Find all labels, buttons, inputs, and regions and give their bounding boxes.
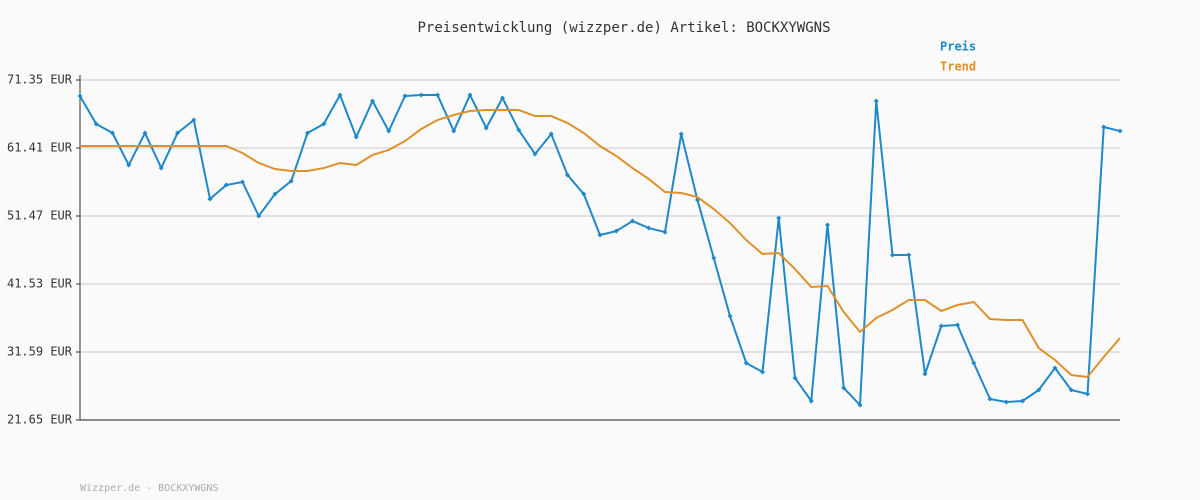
point [467,92,473,98]
y-tick-label: 71.35 EUR [7,73,73,87]
point [321,121,327,127]
point [240,179,245,185]
point [955,322,960,328]
point [1036,387,1042,393]
point [1085,391,1090,397]
point [1068,387,1074,393]
legend-label: Trend [940,60,976,74]
chart-title: Preisentwicklung (wizzper.de) Artikel: B… [417,20,830,36]
y-tick-label: 51.47 EUR [7,209,73,223]
point [597,232,603,238]
point [353,134,359,140]
point [532,151,538,157]
y-tick-label: 31.59 EUR [7,345,73,359]
point [175,130,180,136]
point [451,128,457,134]
point [711,255,717,261]
point [1052,365,1058,371]
point [727,313,733,319]
footer: Wizzper.de - BOCKXYWGNS [80,483,218,494]
point [1003,399,1009,405]
point [743,360,749,366]
point [142,130,148,136]
point [386,128,392,134]
y-tick-label: 41.53 EUR [7,277,73,291]
point [305,130,310,136]
point [288,178,294,184]
y-tick-label: 21.65 EUR [7,413,73,427]
point [922,371,928,377]
point [581,191,587,197]
point [337,92,343,98]
point [760,369,765,375]
point [191,117,197,123]
point [938,323,944,329]
point [906,252,912,258]
point [890,252,895,258]
point [662,229,668,235]
point [792,375,798,381]
point [808,398,814,404]
point [825,222,830,228]
point [223,182,229,188]
point [500,95,505,101]
point [613,228,619,234]
point [93,121,99,127]
point [987,396,993,402]
point [110,130,115,136]
point [158,165,164,171]
point [516,127,522,133]
point [402,93,408,99]
point [548,131,554,137]
point [776,215,782,221]
point [272,191,278,197]
legend-label: Preis [940,40,976,54]
point [678,131,684,137]
point [483,125,489,131]
point [435,92,440,98]
point [873,98,879,104]
point [256,213,262,219]
point [126,162,132,168]
point [841,385,847,391]
point [418,92,424,98]
point [646,225,652,231]
point [630,218,635,224]
point [1101,124,1107,130]
point [1020,398,1025,404]
point [1117,128,1123,134]
y-tick-label: 61.41 EUR [7,141,73,155]
point [77,93,83,99]
point [971,360,977,366]
point [370,98,375,104]
series-line [80,109,1121,379]
point [857,402,863,408]
point [207,196,213,202]
point [565,172,570,178]
